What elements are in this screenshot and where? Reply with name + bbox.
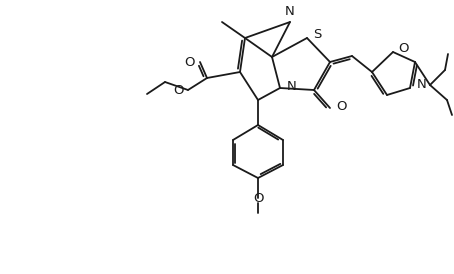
Text: O: O xyxy=(184,56,195,68)
Text: N: N xyxy=(285,5,295,18)
Text: N: N xyxy=(416,78,426,92)
Text: N: N xyxy=(287,79,297,93)
Text: O: O xyxy=(173,84,184,96)
Text: O: O xyxy=(336,101,346,113)
Text: O: O xyxy=(398,42,409,55)
Text: O: O xyxy=(253,192,263,204)
Text: S: S xyxy=(313,28,321,41)
